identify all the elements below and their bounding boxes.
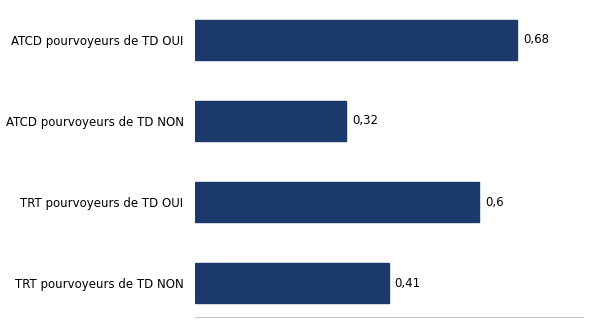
Text: 0,41: 0,41 (395, 276, 421, 289)
Bar (195, 263, 389, 303)
Bar (195, 182, 479, 222)
Bar (195, 101, 346, 141)
Text: 0,32: 0,32 (352, 114, 378, 128)
Text: 0,68: 0,68 (523, 34, 549, 47)
Bar (195, 20, 517, 60)
Text: 0,6: 0,6 (485, 195, 504, 209)
